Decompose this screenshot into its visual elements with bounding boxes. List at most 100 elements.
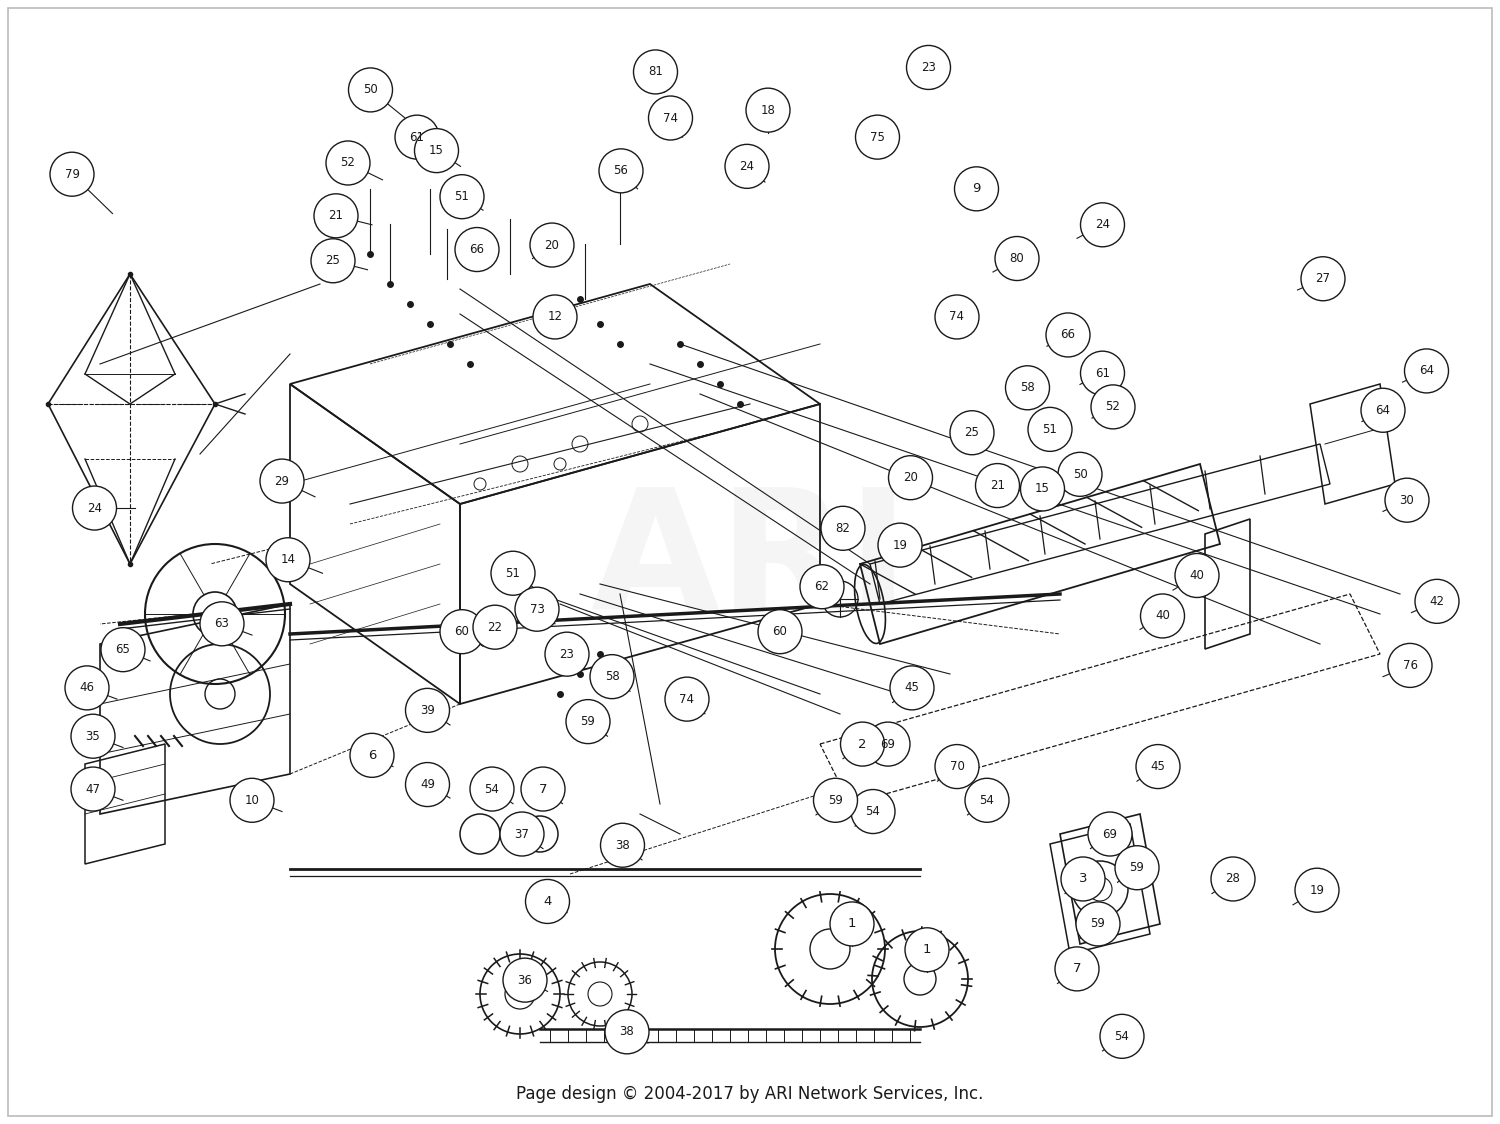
Text: 59: 59 [1090, 917, 1106, 931]
Text: 35: 35 [86, 729, 100, 743]
Text: 7: 7 [1072, 962, 1082, 976]
Text: 2: 2 [858, 737, 867, 751]
Text: 22: 22 [488, 620, 502, 634]
Circle shape [633, 49, 678, 94]
Text: 58: 58 [1020, 381, 1035, 395]
Text: 47: 47 [86, 782, 100, 796]
Text: 66: 66 [470, 243, 484, 256]
Text: 27: 27 [1316, 272, 1330, 285]
Circle shape [758, 609, 802, 654]
Circle shape [1384, 478, 1429, 523]
Circle shape [1114, 845, 1160, 890]
Circle shape [405, 762, 450, 807]
Circle shape [440, 174, 485, 219]
Text: 81: 81 [648, 65, 663, 79]
Text: 24: 24 [1095, 218, 1110, 232]
Text: 12: 12 [548, 310, 562, 324]
Text: 3: 3 [1078, 872, 1088, 886]
Circle shape [1058, 452, 1102, 497]
Text: 79: 79 [64, 167, 80, 181]
Text: 52: 52 [1106, 400, 1120, 414]
Circle shape [950, 410, 994, 455]
Circle shape [850, 789, 895, 834]
Circle shape [200, 601, 244, 646]
Text: 51: 51 [506, 566, 520, 580]
Text: 21: 21 [328, 209, 344, 223]
Text: 70: 70 [950, 760, 964, 773]
Text: 15: 15 [1035, 482, 1050, 496]
Text: 1: 1 [922, 943, 932, 957]
Text: 40: 40 [1155, 609, 1170, 623]
Text: 66: 66 [1060, 328, 1076, 342]
Text: 74: 74 [680, 692, 694, 706]
Circle shape [260, 459, 305, 504]
Circle shape [746, 88, 790, 133]
Text: 19: 19 [892, 538, 908, 552]
Circle shape [840, 722, 885, 767]
Text: 58: 58 [604, 670, 619, 683]
Text: 60: 60 [454, 625, 470, 638]
Text: 20: 20 [544, 238, 560, 252]
Text: 63: 63 [214, 617, 230, 631]
Text: 80: 80 [1010, 252, 1025, 265]
Circle shape [405, 688, 450, 733]
Circle shape [648, 96, 693, 140]
Circle shape [454, 227, 500, 272]
Text: 50: 50 [363, 83, 378, 97]
Circle shape [1404, 348, 1449, 393]
Text: 38: 38 [615, 839, 630, 852]
Text: 20: 20 [903, 471, 918, 484]
Text: 65: 65 [116, 643, 130, 656]
Circle shape [890, 665, 934, 710]
Circle shape [472, 605, 518, 650]
Text: 14: 14 [280, 553, 296, 566]
Circle shape [348, 67, 393, 112]
Circle shape [440, 609, 485, 654]
Circle shape [1414, 579, 1460, 624]
Text: 60: 60 [772, 625, 788, 638]
Circle shape [821, 506, 866, 551]
Circle shape [72, 486, 117, 531]
Circle shape [544, 632, 590, 677]
Text: 62: 62 [815, 580, 830, 593]
Text: 36: 36 [518, 973, 532, 987]
Text: 54: 54 [865, 805, 880, 818]
Text: 75: 75 [870, 130, 885, 144]
Circle shape [1054, 946, 1100, 991]
Text: 74: 74 [950, 310, 964, 324]
Circle shape [934, 744, 980, 789]
Circle shape [490, 551, 536, 596]
Circle shape [100, 627, 146, 672]
Circle shape [1388, 643, 1432, 688]
Text: 54: 54 [980, 794, 994, 807]
Circle shape [1090, 384, 1136, 429]
Circle shape [503, 958, 548, 1003]
Circle shape [500, 812, 544, 856]
Circle shape [1210, 856, 1255, 901]
Text: 64: 64 [1419, 364, 1434, 378]
Circle shape [600, 823, 645, 868]
Circle shape [934, 294, 980, 339]
Text: 4: 4 [543, 895, 552, 908]
Text: 59: 59 [828, 794, 843, 807]
Text: 46: 46 [80, 681, 94, 695]
Text: 28: 28 [1226, 872, 1240, 886]
Circle shape [906, 45, 951, 90]
Text: 59: 59 [1130, 861, 1144, 874]
Text: 7: 7 [538, 782, 548, 796]
Circle shape [1174, 553, 1219, 598]
Circle shape [830, 901, 874, 946]
Circle shape [813, 778, 858, 823]
Circle shape [566, 699, 610, 744]
Circle shape [514, 587, 560, 632]
Circle shape [394, 115, 439, 160]
Text: Page design © 2004-2017 by ARI Network Services, Inc.: Page design © 2004-2017 by ARI Network S… [516, 1085, 984, 1103]
Text: 25: 25 [326, 254, 340, 268]
Circle shape [266, 537, 310, 582]
Circle shape [50, 152, 94, 197]
Circle shape [520, 767, 566, 812]
Text: 38: 38 [620, 1025, 634, 1039]
Circle shape [1005, 365, 1050, 410]
Text: 39: 39 [420, 704, 435, 717]
Text: 51: 51 [454, 190, 470, 203]
